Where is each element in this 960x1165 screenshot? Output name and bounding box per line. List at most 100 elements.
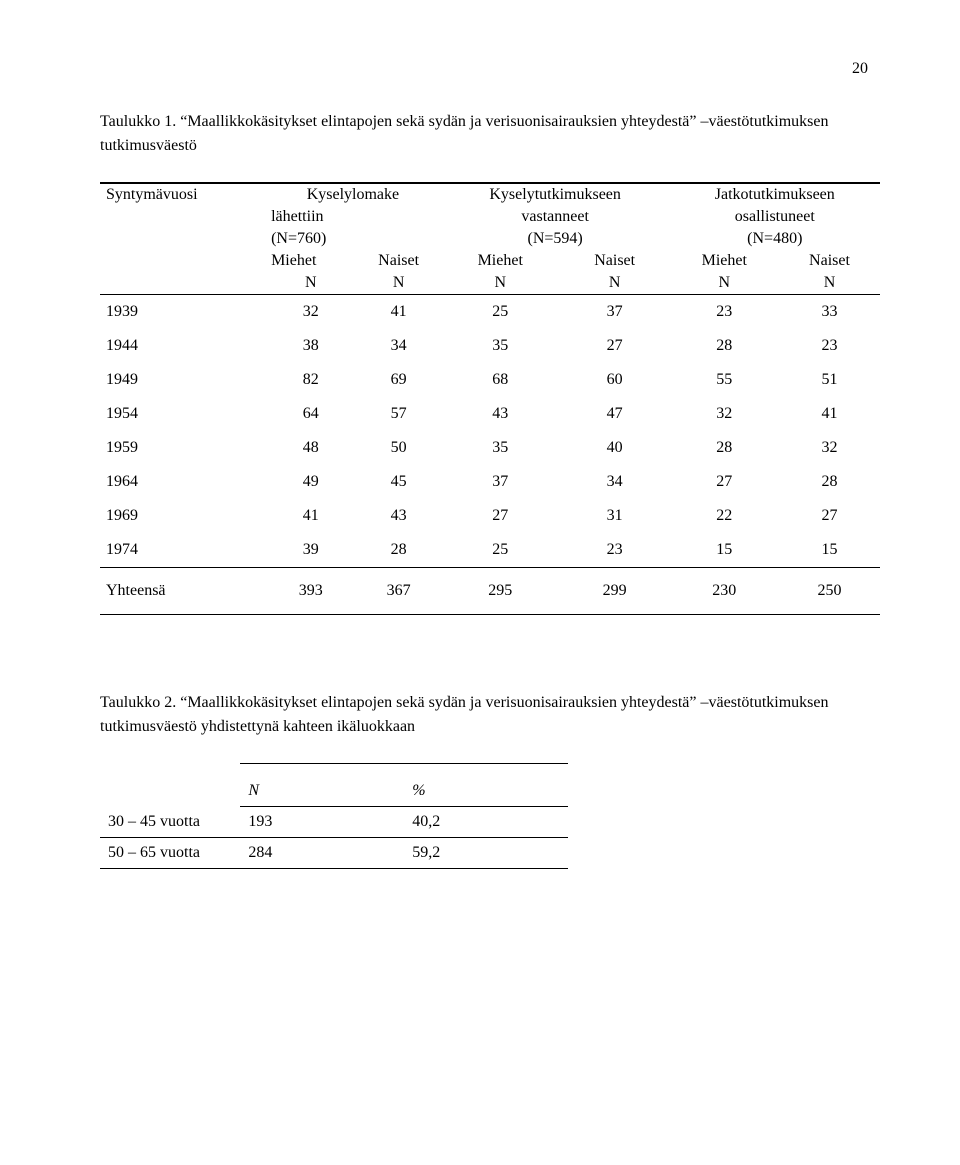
table-cell: 32	[670, 397, 779, 431]
table-cell: 28	[670, 431, 779, 465]
table1-head-n1: Naiset	[356, 250, 440, 272]
table1-head-g3a: Jatkotutkimukseen	[670, 183, 880, 206]
table1-total-c: 295	[441, 568, 560, 615]
table-cell: 27	[441, 499, 560, 533]
table-cell: 49	[265, 465, 356, 499]
table-row: 1974392825231515	[100, 533, 880, 568]
table1-head-g1c: (N=760)	[265, 228, 441, 250]
table-cell: 1939	[100, 295, 265, 330]
table1-head-g2a: Kyselytutkimukseen	[441, 183, 670, 206]
table2-head-n: N	[240, 776, 404, 807]
table1-head-g2c: (N=594)	[441, 228, 670, 250]
table1-head-n2: Naiset	[560, 250, 670, 272]
table-cell: 51	[779, 363, 880, 397]
table-cell: 32	[265, 295, 356, 330]
table1-head-g1b: lähettiin	[265, 206, 441, 228]
table1-total-e: 230	[670, 568, 779, 615]
table-cell: 28	[779, 465, 880, 499]
table1-head-nn5: N	[670, 272, 779, 295]
table1-caption: Taulukko 1. Maallikkokäsitykset elintapo…	[100, 110, 880, 158]
table-cell: 34	[560, 465, 670, 499]
table1: Syntymävuosi Kyselylomake Kyselytutkimuk…	[100, 182, 880, 615]
table-cell: 41	[779, 397, 880, 431]
table1-head-nn4: N	[560, 272, 670, 295]
table1-head-nn2: N	[356, 272, 440, 295]
table-cell: 47	[560, 397, 670, 431]
table-cell: 1949	[100, 363, 265, 397]
table1-total-b: 367	[356, 568, 440, 615]
table-cell: 25	[441, 533, 560, 568]
table-cell: 22	[670, 499, 779, 533]
table1-head-g3b: osallistuneet	[670, 206, 880, 228]
table1-total-f: 250	[779, 568, 880, 615]
table-cell: 48	[265, 431, 356, 465]
table1-caption-prefix: Taulukko 1.	[100, 113, 180, 130]
table-cell-n: 284	[240, 838, 404, 869]
table-cell: 27	[560, 329, 670, 363]
table-cell: 35	[441, 329, 560, 363]
table-cell: 1964	[100, 465, 265, 499]
table-cell: 38	[265, 329, 356, 363]
table-cell-label: 30 – 45 vuotta	[100, 807, 240, 838]
table-cell: 45	[356, 465, 440, 499]
table-cell: 27	[670, 465, 779, 499]
table-cell: 23	[779, 329, 880, 363]
table-row: 1944383435272823	[100, 329, 880, 363]
table-row: 1964494537342728	[100, 465, 880, 499]
table1-head-g2b: vastanneet	[441, 206, 670, 228]
table-cell: 1944	[100, 329, 265, 363]
table1-head-nn1: N	[265, 272, 356, 295]
table-cell: 1969	[100, 499, 265, 533]
table-cell: 23	[560, 533, 670, 568]
page-number: 20	[100, 60, 880, 78]
table2-caption-prefix: Taulukko 2.	[100, 694, 180, 711]
table-cell: 32	[779, 431, 880, 465]
table-cell: 25	[441, 295, 560, 330]
table-cell: 82	[265, 363, 356, 397]
table1-total-d: 299	[560, 568, 670, 615]
table-cell: 37	[441, 465, 560, 499]
table-cell: 27	[779, 499, 880, 533]
table-cell: 40	[560, 431, 670, 465]
table-cell: 1974	[100, 533, 265, 568]
table2-caption-quoted: Maallikkokäsitykset elintapojen sekä syd…	[180, 694, 696, 711]
table-cell-label: 50 – 65 vuotta	[100, 838, 240, 869]
table1-caption-quoted: Maallikkokäsitykset elintapojen sekä syd…	[180, 113, 696, 130]
table-cell: 1954	[100, 397, 265, 431]
table-cell: 55	[670, 363, 779, 397]
table-cell: 50	[356, 431, 440, 465]
table-cell-pct: 40,2	[404, 807, 568, 838]
table-cell: 69	[356, 363, 440, 397]
table-cell: 37	[560, 295, 670, 330]
table1-head-m2: Miehet	[441, 250, 560, 272]
table-cell: 28	[356, 533, 440, 568]
table-cell: 57	[356, 397, 440, 431]
table-cell: 15	[779, 533, 880, 568]
table-row: 1939324125372333	[100, 295, 880, 330]
table-cell: 15	[670, 533, 779, 568]
table-cell: 23	[670, 295, 779, 330]
table-cell: 41	[265, 499, 356, 533]
table-cell-n: 193	[240, 807, 404, 838]
table-cell: 60	[560, 363, 670, 397]
table-cell: 1959	[100, 431, 265, 465]
table-cell: 43	[356, 499, 440, 533]
table-cell: 68	[441, 363, 560, 397]
table-row: 1969414327312227	[100, 499, 880, 533]
table1-head-nn3: N	[441, 272, 560, 295]
table-cell: 34	[356, 329, 440, 363]
table1-head-m3: Miehet	[670, 250, 779, 272]
table1-head-g3c: (N=480)	[670, 228, 880, 250]
table-cell: 64	[265, 397, 356, 431]
table-cell: 39	[265, 533, 356, 568]
table2-head-pct: %	[404, 776, 568, 807]
table-cell: 43	[441, 397, 560, 431]
table-cell: 31	[560, 499, 670, 533]
table1-total-a: 393	[265, 568, 356, 615]
table1-head-col0: Syntymävuosi	[100, 183, 265, 272]
table-row: 1949826968605551	[100, 363, 880, 397]
table-cell: 35	[441, 431, 560, 465]
table2-caption: Taulukko 2. Maallikkokäsitykset elintapo…	[100, 691, 880, 739]
table-row: 1954645743473241	[100, 397, 880, 431]
table-cell: 41	[356, 295, 440, 330]
